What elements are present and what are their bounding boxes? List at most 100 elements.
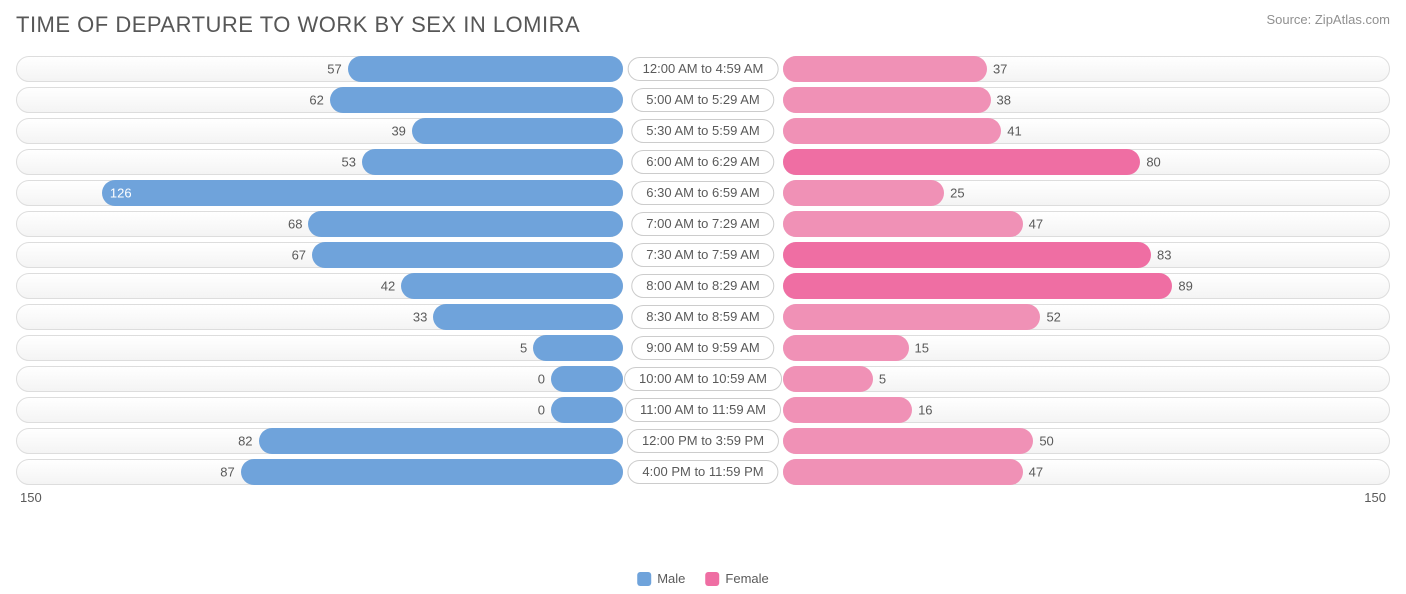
value-female: 5 (879, 372, 886, 387)
value-male: 0 (538, 372, 545, 387)
value-female: 89 (1178, 279, 1192, 294)
bar-male (330, 87, 623, 113)
track-male (16, 397, 623, 423)
bar-male (551, 366, 623, 392)
value-female: 47 (1029, 217, 1043, 232)
chart-row: 39 41 5:30 AM to 5:59 AM (16, 118, 1390, 144)
bar-female (783, 56, 987, 82)
chart-title: TIME OF DEPARTURE TO WORK BY SEX IN LOMI… (16, 12, 580, 38)
bar-male (259, 428, 623, 454)
chart-header: TIME OF DEPARTURE TO WORK BY SEX IN LOMI… (16, 12, 1390, 38)
value-male: 0 (538, 403, 545, 418)
category-label: 11:00 AM to 11:59 AM (625, 398, 781, 422)
legend-item-male: Male (637, 571, 685, 586)
category-label: 4:00 PM to 11:59 PM (627, 460, 778, 484)
value-female: 47 (1029, 465, 1043, 480)
chart-row: 53 80 6:00 AM to 6:29 AM (16, 149, 1390, 175)
value-male: 42 (381, 279, 395, 294)
bar-female (783, 118, 1001, 144)
bar-male (241, 459, 623, 485)
category-label: 6:30 AM to 6:59 AM (631, 181, 774, 205)
chart-row: 0 16 11:00 AM to 11:59 AM (16, 397, 1390, 423)
bar-male (401, 273, 623, 299)
track-male (16, 366, 623, 392)
category-label: 5:00 AM to 5:29 AM (631, 88, 774, 112)
value-female: 83 (1157, 248, 1171, 263)
track-male (16, 335, 623, 361)
chart-legend: Male Female (637, 571, 769, 586)
value-male: 68 (288, 217, 302, 232)
legend-item-female: Female (705, 571, 768, 586)
category-label: 6:00 AM to 6:29 AM (631, 150, 774, 174)
value-female: 16 (918, 403, 932, 418)
bar-female (783, 397, 912, 423)
x-axis-labels: 150 150 (16, 490, 1390, 505)
axis-max-left: 150 (20, 490, 42, 505)
value-female: 37 (993, 62, 1007, 77)
chart-row: 87 47 4:00 PM to 11:59 PM (16, 459, 1390, 485)
category-label: 12:00 PM to 3:59 PM (627, 429, 779, 453)
value-male: 5 (520, 341, 527, 356)
bar-male (348, 56, 623, 82)
category-label: 10:00 AM to 10:59 AM (624, 367, 782, 391)
category-label: 7:00 AM to 7:29 AM (631, 212, 774, 236)
chart-row: 42 89 8:00 AM to 8:29 AM (16, 273, 1390, 299)
chart-row: 33 52 8:30 AM to 8:59 AM (16, 304, 1390, 330)
chart-row: 57 37 12:00 AM to 4:59 AM (16, 56, 1390, 82)
bar-female (783, 211, 1023, 237)
value-female: 80 (1146, 155, 1160, 170)
chart-source: Source: ZipAtlas.com (1266, 12, 1390, 27)
chart-row: 5159:00 AM to 9:59 AM (16, 335, 1390, 361)
value-female: 25 (950, 186, 964, 201)
bar-male (362, 149, 623, 175)
bar-female (783, 428, 1033, 454)
bar-female (783, 149, 1140, 175)
diverging-bar-chart: 57 37 12:00 AM to 4:59 AM 62 38 5:00 AM to 5:… (16, 56, 1390, 485)
chart-row: 0 5 10:00 AM to 10:59 AM (16, 366, 1390, 392)
category-label: 8:00 AM to 8:29 AM (631, 274, 774, 298)
value-female: 50 (1039, 434, 1053, 449)
value-male: 57 (327, 62, 341, 77)
chart-row: 82 50 12:00 PM to 3:59 PM (16, 428, 1390, 454)
bar-male (102, 180, 623, 206)
value-female: 41 (1007, 124, 1021, 139)
chart-row: 62 38 5:00 AM to 5:29 AM (16, 87, 1390, 113)
value-male: 82 (238, 434, 252, 449)
bar-female (783, 180, 944, 206)
value-male: 39 (391, 124, 405, 139)
category-label: 8:30 AM to 8:59 AM (631, 305, 774, 329)
bar-male (551, 397, 623, 423)
category-label: 7:30 AM to 7:59 AM (631, 243, 774, 267)
value-female: 52 (1046, 310, 1060, 325)
value-male: 33 (413, 310, 427, 325)
category-label: 9:00 AM to 9:59 AM (631, 336, 774, 360)
bar-female (783, 273, 1172, 299)
category-label: 12:00 AM to 4:59 AM (628, 57, 779, 81)
bar-female (783, 335, 909, 361)
bar-female (783, 366, 873, 392)
bar-male (312, 242, 623, 268)
legend-swatch-male (637, 572, 651, 586)
bar-male (412, 118, 623, 144)
chart-row: 68 47 7:00 AM to 7:29 AM (16, 211, 1390, 237)
legend-label-female: Female (725, 571, 768, 586)
bar-female (783, 242, 1151, 268)
bar-male (308, 211, 623, 237)
legend-label-male: Male (657, 571, 685, 586)
bar-male (433, 304, 623, 330)
value-male: 67 (292, 248, 306, 263)
legend-swatch-female (705, 572, 719, 586)
chart-row: 126 25 6:30 AM to 6:59 AM (16, 180, 1390, 206)
value-male: 126 (110, 186, 132, 201)
value-male: 53 (342, 155, 356, 170)
value-female: 38 (997, 93, 1011, 108)
value-male: 62 (309, 93, 323, 108)
track-female (783, 366, 1390, 392)
category-label: 5:30 AM to 5:59 AM (631, 119, 774, 143)
bar-female (783, 459, 1023, 485)
axis-max-right: 150 (1364, 490, 1386, 505)
bar-male (533, 335, 623, 361)
bar-female (783, 304, 1040, 330)
bar-female (783, 87, 991, 113)
value-male: 87 (220, 465, 234, 480)
